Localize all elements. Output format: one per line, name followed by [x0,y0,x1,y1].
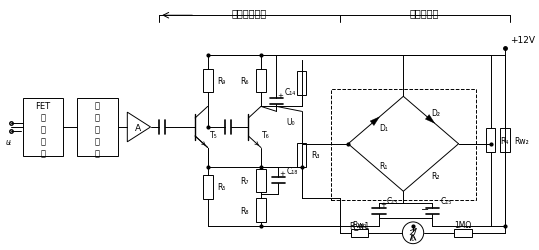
Text: C₁₄: C₁₄ [284,88,295,97]
Polygon shape [425,115,434,124]
Text: D₁: D₁ [379,124,388,133]
Bar [256,198,266,222]
Text: −: − [420,204,429,214]
Text: Rw₂: Rw₂ [515,136,529,145]
Text: R₆: R₆ [240,77,248,86]
Text: 1MΩ: 1MΩ [454,220,472,230]
Text: C₁₅: C₁₅ [440,196,452,205]
Text: FET: FET [36,101,51,110]
Text: R_w1: R_w1 [350,220,370,230]
Text: u: u [6,138,11,147]
Text: C₁₅: C₁₅ [387,196,398,205]
Text: +: + [380,201,386,207]
Bar [500,129,510,152]
Text: T₅: T₅ [210,131,217,140]
Text: +12V: +12V [510,36,535,45]
Text: 变: 变 [40,137,45,146]
Text: D₂: D₂ [431,108,440,117]
Bar [351,229,369,237]
Text: Rw₁: Rw₁ [353,220,367,230]
Text: R₇: R₇ [240,176,248,185]
Text: 压: 压 [95,137,100,146]
Text: R₁: R₁ [379,162,388,170]
Text: A: A [135,124,141,133]
Bar [77,99,118,156]
Text: 进: 进 [95,113,100,122]
Text: 宽频带放大器: 宽频带放大器 [232,8,267,18]
Bar [297,72,307,96]
Text: 分: 分 [95,125,100,134]
Text: C₁₈: C₁₈ [286,166,298,175]
Text: 换: 换 [40,148,45,158]
Text: +: + [278,92,284,98]
Text: U₀: U₀ [286,117,295,126]
Bar [454,229,472,237]
Bar [23,99,64,156]
Bar [331,90,476,200]
Text: 器: 器 [95,148,100,158]
Bar [486,129,495,152]
Text: I₀: I₀ [410,233,416,242]
Bar [203,175,212,199]
Text: R₄: R₄ [500,136,509,145]
Text: R₉: R₉ [217,77,226,86]
Text: 抗: 抗 [40,125,45,134]
Bar [256,169,266,192]
Text: x: x [8,141,11,146]
Bar [256,70,266,93]
Text: 步: 步 [95,101,100,110]
Text: 均值检波器: 均值检波器 [410,8,439,18]
Text: T₆: T₆ [262,131,270,140]
Text: R₂: R₂ [432,171,440,180]
Text: +: + [279,171,285,177]
Bar [203,70,212,93]
Text: R₃: R₃ [312,151,320,160]
Text: R₈: R₈ [240,206,248,215]
Bar [297,143,307,167]
Text: 阻: 阻 [40,113,45,122]
Polygon shape [370,118,379,126]
Text: R₅: R₅ [217,182,226,192]
